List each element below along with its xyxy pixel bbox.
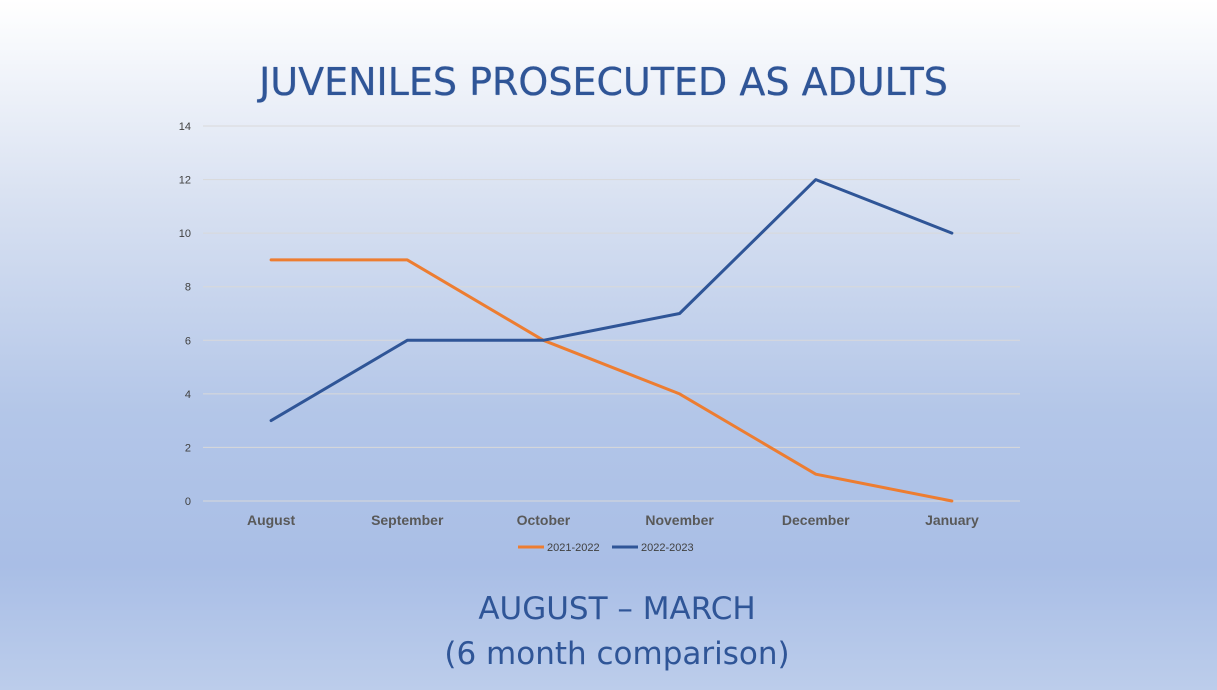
- x-category-label: September: [371, 512, 444, 528]
- x-category-label: January: [925, 512, 979, 528]
- x-category-label: December: [782, 512, 850, 528]
- series-line-2022-2023: [269, 178, 954, 423]
- series-lines: [269, 178, 954, 503]
- y-tick-label: 0: [185, 496, 191, 508]
- x-category-label: November: [645, 512, 714, 528]
- x-axis-categories: August September October November December Ja…: [247, 512, 979, 528]
- subtitle-date-range: AUGUST – MARCH: [478, 591, 756, 627]
- gridlines: [203, 125, 1020, 502]
- y-tick-label: 8: [185, 282, 191, 294]
- x-category-label: August: [247, 512, 296, 528]
- series-line-2021-2022: [269, 258, 954, 503]
- legend-label: 2021-2022: [547, 542, 600, 554]
- y-tick-label: 14: [179, 121, 191, 133]
- chart-title: JUVENILES PROSECUTED AS ADULTS: [259, 60, 948, 104]
- y-tick-label: 2: [185, 442, 191, 454]
- y-tick-label: 12: [179, 175, 191, 187]
- y-tick-label: 4: [185, 389, 191, 401]
- legend-label: 2022-2023: [641, 542, 694, 554]
- x-category-label: October: [517, 512, 571, 528]
- y-tick-label: 6: [185, 335, 191, 347]
- y-tick-label: 10: [179, 228, 191, 240]
- y-axis-ticks: 0 2 4 6 8 10 12 14: [179, 121, 191, 508]
- subtitle-comparison-note: (6 month comparison): [444, 636, 790, 672]
- legend: 2021-2022 2022-2023: [518, 542, 694, 554]
